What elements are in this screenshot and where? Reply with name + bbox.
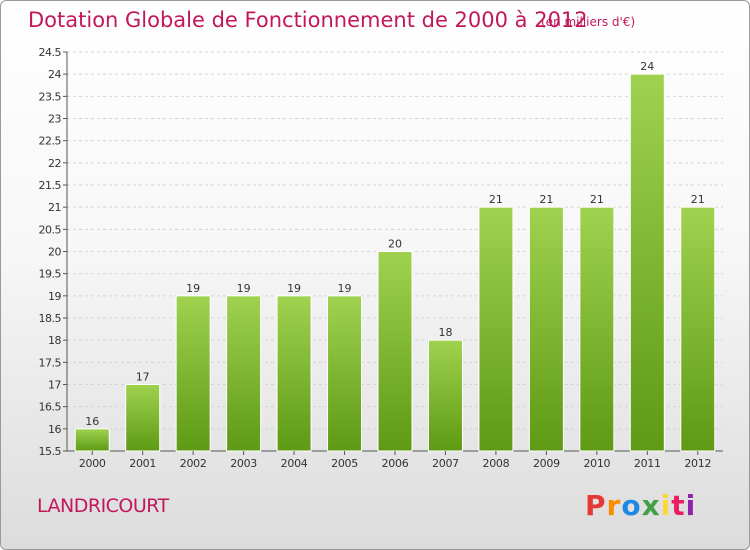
y-tick-label: 22.5 — [39, 135, 62, 148]
x-tick-label: 2006 — [382, 457, 409, 470]
bar-2000[interactable] — [74, 428, 110, 452]
bar-2011[interactable] — [629, 73, 665, 452]
y-tick-label: 18 — [48, 334, 61, 347]
bar-2006[interactable] — [377, 251, 413, 452]
y-tick-label: 18.5 — [39, 312, 62, 325]
logo-letter: o — [621, 489, 642, 522]
x-tick-label: 2009 — [533, 457, 560, 470]
x-tick-label: 2000 — [79, 457, 106, 470]
y-tick-label: 24.5 — [39, 46, 62, 59]
y-tick-label: 21 — [48, 201, 61, 214]
y-tick-label: 20 — [48, 246, 61, 259]
chart-subtitle: (en milliers d'€) — [541, 15, 636, 29]
logo-letter: x — [641, 489, 661, 522]
x-tick-label: 2004 — [281, 457, 308, 470]
x-tick-label: 2011 — [634, 457, 661, 470]
y-tick-label: 21.5 — [39, 179, 62, 192]
data-labels: 16 17 19 19 19 19 20 18 21 21 21 24 21 — [85, 60, 705, 428]
data-label: 17 — [136, 371, 150, 384]
bar-2003[interactable] — [226, 295, 262, 452]
data-label: 19 — [186, 282, 200, 295]
logo-letter: t — [671, 489, 686, 522]
data-label: 21 — [539, 193, 553, 206]
y-tick-label: 23 — [48, 113, 61, 126]
y-tick-label: 20.5 — [39, 223, 62, 236]
commune-name: LANDRICOURT — [37, 495, 169, 517]
y-tick-label: 19 — [48, 290, 61, 303]
y-tick-label: 24 — [48, 68, 61, 81]
bar-2001[interactable] — [125, 384, 161, 452]
y-tick-label: 19.5 — [39, 268, 62, 281]
logo-letter: i — [685, 489, 697, 522]
x-tick-label: 2012 — [684, 457, 711, 470]
logo-letter: P — [585, 489, 607, 522]
y-tick-label: 15.5 — [39, 445, 62, 458]
bar-chart: 15.5 16 16.5 17 17.5 18 18.5 19 19.5 20 20.5 21 21.5… — [39, 46, 723, 470]
y-tick-label: 16.5 — [39, 401, 62, 414]
data-label: 18 — [438, 326, 452, 339]
y-tick-label: 23.5 — [39, 90, 62, 103]
data-label: 19 — [338, 282, 352, 295]
y-tick-labels: 15.5 16 16.5 17 17.5 18 18.5 19 19.5 20 20.5 21 21.5… — [39, 46, 62, 458]
bar-2009[interactable] — [528, 206, 564, 452]
bar-2002[interactable] — [175, 295, 211, 452]
x-tick-label: 2003 — [230, 457, 257, 470]
bar-2008[interactable] — [478, 206, 514, 452]
bars — [74, 73, 716, 452]
data-label: 21 — [590, 193, 604, 206]
data-label: 19 — [237, 282, 251, 295]
data-label: 20 — [388, 238, 402, 251]
x-tick-label: 2007 — [432, 457, 459, 470]
y-tick-label: 16 — [48, 423, 61, 436]
x-tick-label: 2008 — [483, 457, 510, 470]
logo-letter: r — [606, 489, 622, 522]
chart-title: Dotation Globale de Fonctionnement de 20… — [28, 8, 588, 32]
bar-2010[interactable] — [579, 206, 615, 452]
x-tick-label: 2002 — [180, 457, 207, 470]
data-label: 21 — [691, 193, 705, 206]
bar-2004[interactable] — [276, 295, 312, 452]
data-label: 16 — [85, 415, 99, 428]
proxiti-logo[interactable]: Proxiti — [585, 489, 696, 522]
bar-2007[interactable] — [427, 339, 463, 452]
y-tick-label: 17 — [48, 379, 61, 392]
logo-letter: i — [660, 489, 672, 522]
data-label: 19 — [287, 282, 301, 295]
data-label: 21 — [489, 193, 503, 206]
y-tick-label: 17.5 — [39, 356, 62, 369]
y-tick-label: 22 — [48, 157, 61, 170]
x-tick-label: 2001 — [129, 457, 156, 470]
x-tick-labels: 2000 2001 2002 2003 2004 2005 2006 2007 2008 2009… — [79, 451, 711, 470]
bar-2012[interactable] — [680, 206, 716, 452]
data-label: 24 — [640, 60, 654, 73]
x-tick-label: 2005 — [331, 457, 358, 470]
x-tick-label: 2010 — [583, 457, 610, 470]
bar-2005[interactable] — [327, 295, 363, 452]
